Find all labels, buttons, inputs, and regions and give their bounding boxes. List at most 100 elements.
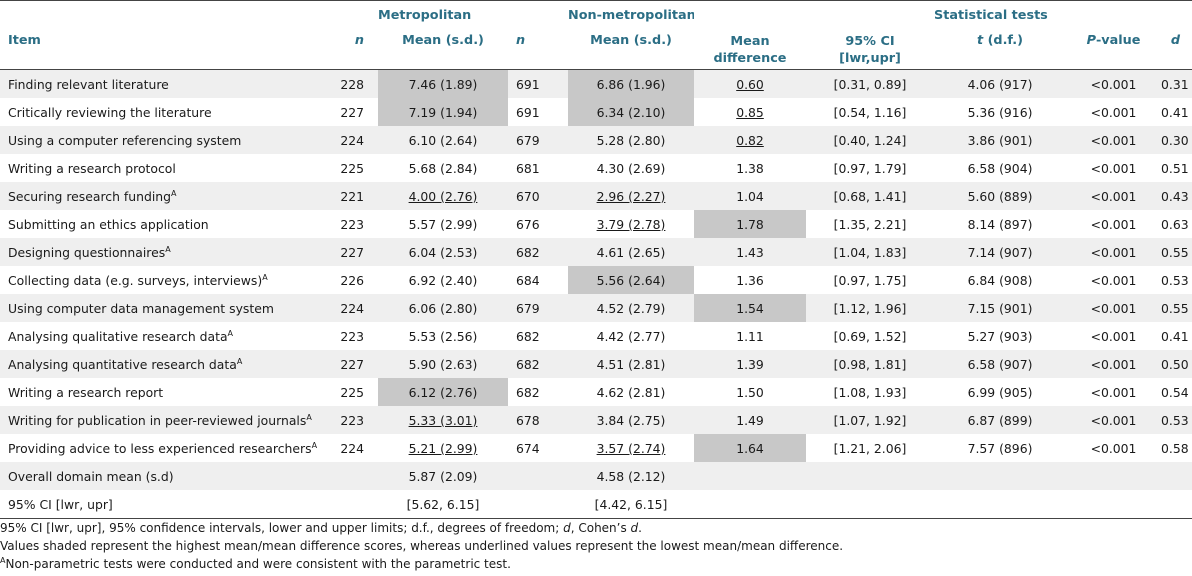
cell-mean-difference: 1.11 xyxy=(694,322,806,350)
cell-n-metro: 228 xyxy=(320,69,378,98)
cell-t: 6.58 (907) xyxy=(934,350,1066,378)
cell-item: Analysing quantitative research dataA xyxy=(0,350,320,378)
cell-p-value: <0.001 xyxy=(1066,378,1161,406)
cell-mean-difference: 1.50 xyxy=(694,378,806,406)
col-mean-metro: Mean (s.d.) xyxy=(378,29,508,70)
cell-ci: [0.54, 1.16] xyxy=(806,98,934,126)
data-table: Metropolitan Non-metropolitan Statistica… xyxy=(0,0,1192,519)
cell-mean-nonmetro: 4.62 (2.81) xyxy=(568,378,694,406)
cell-n-nonmetro: 678 xyxy=(508,406,568,434)
cell-p-value: <0.001 xyxy=(1066,69,1161,98)
cell-item: Finding relevant literature xyxy=(0,69,320,98)
cell-ci: [1.12, 1.96] xyxy=(806,294,934,322)
cell-t: 6.87 (899) xyxy=(934,406,1066,434)
cell-p-value: <0.001 xyxy=(1066,126,1161,154)
cell-mean-difference: 1.38 xyxy=(694,154,806,182)
cell-n-nonmetro: 681 xyxy=(508,154,568,182)
table-body: Finding relevant literature 228 7.46 (1.89… xyxy=(0,69,1192,519)
table-row: Writing a research report 225 6.12 (2.76) 6… xyxy=(0,378,1192,406)
table-row: Collecting data (e.g. surveys, interview… xyxy=(0,266,1192,294)
cell-t: 6.84 (908) xyxy=(934,266,1066,294)
cell-p-value: <0.001 xyxy=(1066,210,1161,238)
cell-mean-nonmetro: 4.51 (2.81) xyxy=(568,350,694,378)
col-d: d xyxy=(1161,29,1192,70)
cell-p-value: <0.001 xyxy=(1066,266,1161,294)
summary-row-overall: Overall domain mean (s.d) 5.87 (2.09) 4.58… xyxy=(0,462,1192,490)
cell-mean-nonmetro: 3.79 (2.78) xyxy=(568,210,694,238)
cell-t: 6.99 (905) xyxy=(934,378,1066,406)
cell-item: Writing for publication in peer-reviewed… xyxy=(0,406,320,434)
cell-t: 3.86 (901) xyxy=(934,126,1066,154)
cell-d: 0.31 xyxy=(1161,69,1192,98)
cell-mean-nonmetro: 5.56 (2.64) xyxy=(568,266,694,294)
footnote-marker: A xyxy=(262,272,268,282)
cell-ci: [0.40, 1.24] xyxy=(806,126,934,154)
cell-mean-metro: 5.21 (2.99) xyxy=(378,434,508,462)
cell-mean-difference: 1.64 xyxy=(694,434,806,462)
cell-mean-metro: 5.68 (2.84) xyxy=(378,154,508,182)
cell-item: Critically reviewing the literature xyxy=(0,98,320,126)
summary-cell: [5.62, 6.15] xyxy=(378,490,508,519)
cell-d: 0.53 xyxy=(1161,406,1192,434)
table-row: Using computer data management system 224… xyxy=(0,294,1192,322)
cell-d: 0.55 xyxy=(1161,294,1192,322)
cell-mean-metro: 5.90 (2.63) xyxy=(378,350,508,378)
cell-n-metro: 225 xyxy=(320,154,378,182)
cell-ci: [0.98, 1.81] xyxy=(806,350,934,378)
cell-item: Submitting an ethics application xyxy=(0,210,320,238)
cell-n-metro: 227 xyxy=(320,238,378,266)
cell-ci: [0.97, 1.79] xyxy=(806,154,934,182)
col-item: Item xyxy=(0,29,320,70)
table-row: Submitting an ethics application 223 5.57 … xyxy=(0,210,1192,238)
cell-t: 6.58 (904) xyxy=(934,154,1066,182)
cell-t: 7.57 (896) xyxy=(934,434,1066,462)
col-n-metro: n xyxy=(320,29,378,70)
cell-n-nonmetro: 679 xyxy=(508,294,568,322)
col-ci: 95% CI [lwr,upr] xyxy=(806,29,934,70)
cell-mean-metro: 6.92 (2.40) xyxy=(378,266,508,294)
cell-mean-metro: 7.19 (1.94) xyxy=(378,98,508,126)
table-notes: 95% CI [lwr, upr], 95% confidence interv… xyxy=(0,519,843,573)
group-metropolitan: Metropolitan xyxy=(378,0,508,30)
table-row: Using a computer referencing system 224 6.… xyxy=(0,126,1192,154)
cell-mean-difference: 1.04 xyxy=(694,182,806,210)
summary-cell: 95% CI [lwr, upr] xyxy=(0,490,320,519)
cell-d: 0.58 xyxy=(1161,434,1192,462)
cell-item: Designing questionnairesA xyxy=(0,238,320,266)
cell-mean-nonmetro: 4.61 (2.65) xyxy=(568,238,694,266)
cell-mean-metro: 4.00 (2.76) xyxy=(378,182,508,210)
cell-n-nonmetro: 682 xyxy=(508,238,568,266)
cell-ci: [1.08, 1.93] xyxy=(806,378,934,406)
table-header: Metropolitan Non-metropolitan Statistica… xyxy=(0,0,1192,70)
cell-p-value: <0.001 xyxy=(1066,98,1161,126)
col-mean-nonmetro: Mean (s.d.) xyxy=(568,29,694,70)
col-p-value: P-value xyxy=(1066,29,1161,70)
cell-mean-difference: 0.82 xyxy=(694,126,806,154)
cell-d: 0.30 xyxy=(1161,126,1192,154)
cell-n-metro: 223 xyxy=(320,210,378,238)
cell-mean-nonmetro: 4.42 (2.77) xyxy=(568,322,694,350)
note-abbreviations: 95% CI [lwr, upr], 95% confidence interv… xyxy=(0,521,642,535)
cell-p-value: <0.001 xyxy=(1066,182,1161,210)
summary-cell: [4.42, 6.15] xyxy=(568,490,694,519)
cell-t: 5.27 (903) xyxy=(934,322,1066,350)
cell-n-nonmetro: 691 xyxy=(508,98,568,126)
cell-ci: [1.04, 1.83] xyxy=(806,238,934,266)
cell-mean-nonmetro: 6.86 (1.96) xyxy=(568,69,694,98)
cell-item: Analysing qualitative research dataA xyxy=(0,322,320,350)
cell-mean-nonmetro: 3.84 (2.75) xyxy=(568,406,694,434)
cell-p-value: <0.001 xyxy=(1066,350,1161,378)
cell-mean-metro: 7.46 (1.89) xyxy=(378,69,508,98)
cell-ci: [0.31, 0.89] xyxy=(806,69,934,98)
note-shading: Values shaded represent the highest mean… xyxy=(0,539,844,553)
cell-mean-difference: 1.43 xyxy=(694,238,806,266)
cell-mean-nonmetro: 5.28 (2.80) xyxy=(568,126,694,154)
cell-t: 7.14 (907) xyxy=(934,238,1066,266)
cell-ci: [1.21, 2.06] xyxy=(806,434,934,462)
cell-n-metro: 226 xyxy=(320,266,378,294)
cell-t: 5.60 (889) xyxy=(934,182,1066,210)
cell-mean-difference: 0.60 xyxy=(694,69,806,98)
cell-n-nonmetro: 691 xyxy=(508,69,568,98)
col-n-nonmetro: n xyxy=(508,29,568,70)
